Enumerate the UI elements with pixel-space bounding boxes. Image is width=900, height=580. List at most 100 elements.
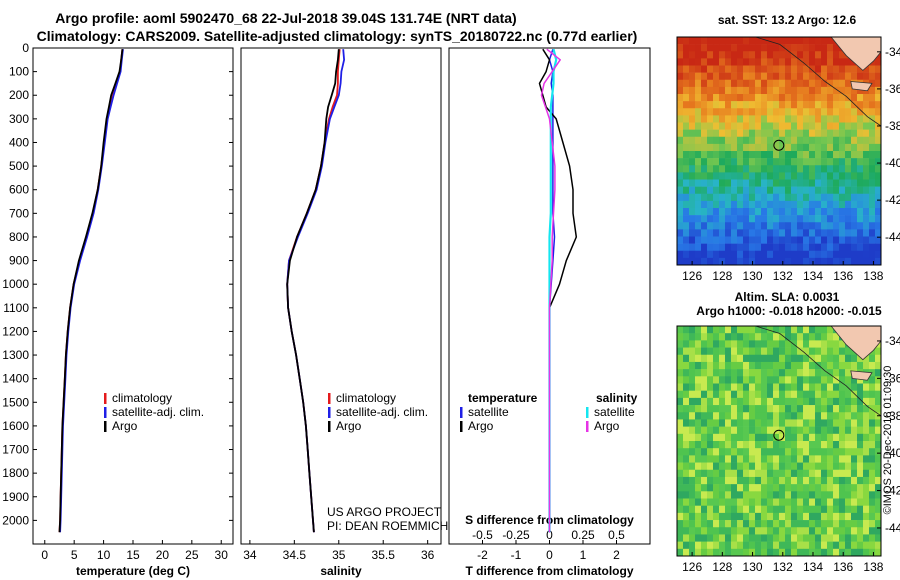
map-cell bbox=[821, 215, 828, 223]
map-cell bbox=[839, 158, 846, 166]
map-cell bbox=[857, 476, 864, 485]
map-cell bbox=[779, 79, 786, 88]
map-cell bbox=[683, 433, 690, 442]
map-cell bbox=[695, 37, 702, 45]
map-cell bbox=[839, 426, 846, 435]
map-cell bbox=[761, 158, 768, 166]
map-cell bbox=[803, 79, 810, 88]
map-cell bbox=[827, 165, 834, 173]
map-cell bbox=[755, 405, 762, 413]
map-cell bbox=[755, 419, 762, 427]
map-cell bbox=[725, 58, 732, 66]
map-cell bbox=[677, 512, 684, 521]
map-cell bbox=[869, 72, 876, 81]
map-cell bbox=[839, 143, 846, 152]
map-cell bbox=[683, 79, 690, 88]
header-line-1: Argo profile: aoml 5902470_68 22-Jul-201… bbox=[55, 10, 516, 26]
map-cell bbox=[749, 462, 756, 471]
map-cell bbox=[689, 193, 696, 202]
map-cell bbox=[845, 376, 852, 384]
map-cell bbox=[695, 58, 702, 66]
map-cell bbox=[749, 101, 756, 109]
map-cell bbox=[767, 143, 774, 152]
map-cell bbox=[725, 534, 732, 542]
map-cell bbox=[761, 505, 768, 514]
map-cell bbox=[743, 354, 750, 363]
map-cell bbox=[833, 179, 840, 187]
map-cell bbox=[797, 491, 804, 499]
map-cell bbox=[815, 361, 822, 370]
map-cell bbox=[815, 347, 822, 356]
map-cell bbox=[725, 65, 732, 73]
map-cell bbox=[749, 505, 756, 514]
map-cell bbox=[719, 158, 726, 166]
map-cell bbox=[821, 512, 828, 521]
map-cell bbox=[743, 520, 750, 528]
map-cell bbox=[803, 94, 810, 102]
map-cell bbox=[821, 229, 828, 237]
map-cell bbox=[803, 179, 810, 187]
map-cell bbox=[767, 37, 774, 45]
map-cell bbox=[719, 165, 726, 173]
map-cell bbox=[713, 179, 720, 187]
map-cell bbox=[839, 51, 846, 59]
map-cell bbox=[791, 172, 798, 180]
map-cell bbox=[815, 122, 822, 130]
map-cell bbox=[833, 108, 840, 116]
map-cell bbox=[761, 326, 768, 334]
map-cell bbox=[677, 208, 684, 216]
map-cell bbox=[815, 520, 822, 528]
map-cell bbox=[731, 426, 738, 435]
map-cell bbox=[833, 462, 840, 471]
map-cell bbox=[827, 215, 834, 223]
map-cell bbox=[713, 527, 720, 535]
map-cell bbox=[797, 448, 804, 456]
y-tick-label: 1000 bbox=[2, 277, 29, 291]
map-cell bbox=[695, 484, 702, 492]
map-cell bbox=[737, 347, 744, 356]
map-cell bbox=[791, 455, 798, 463]
map-cell bbox=[767, 527, 774, 535]
map-cell bbox=[767, 208, 774, 216]
map-cell bbox=[713, 455, 720, 463]
map-cell bbox=[719, 397, 726, 406]
map-cell bbox=[737, 257, 744, 266]
map-cell bbox=[791, 257, 798, 266]
map-cell bbox=[677, 215, 684, 223]
map-cell bbox=[767, 491, 774, 499]
map-cell bbox=[797, 136, 804, 145]
map-cell bbox=[803, 448, 810, 456]
map-cell bbox=[815, 108, 822, 116]
map-cell bbox=[773, 347, 780, 356]
map-cell bbox=[749, 165, 756, 173]
x-tick-label: 126 bbox=[682, 269, 702, 283]
map-cell bbox=[821, 390, 828, 399]
map-cell bbox=[833, 172, 840, 180]
map-cell bbox=[863, 143, 870, 152]
map-cell bbox=[827, 512, 834, 521]
map-cell bbox=[863, 397, 870, 406]
map-cell bbox=[755, 512, 762, 521]
series-line-climatology bbox=[286, 49, 341, 533]
map-cell bbox=[761, 548, 768, 557]
map-cell bbox=[737, 527, 744, 535]
map-cell bbox=[743, 397, 750, 406]
y-tick-label: 700 bbox=[9, 206, 29, 220]
map-cell bbox=[827, 469, 834, 478]
map-cell bbox=[779, 172, 786, 180]
map-cell bbox=[707, 405, 714, 413]
map-cell bbox=[797, 165, 804, 173]
map-cell bbox=[791, 122, 798, 130]
map-cell bbox=[785, 250, 792, 259]
map-cell bbox=[827, 340, 834, 348]
map-cell bbox=[869, 433, 876, 442]
series-line-satellite-adj--clim- bbox=[286, 49, 346, 533]
x-tick-label: 138 bbox=[863, 269, 883, 283]
map-cell bbox=[743, 462, 750, 471]
map-cell bbox=[851, 455, 858, 463]
map-cell bbox=[863, 426, 870, 435]
map-cell bbox=[749, 58, 756, 66]
map-cell bbox=[731, 462, 738, 471]
map-cell bbox=[755, 51, 762, 59]
map-cell bbox=[737, 58, 744, 66]
